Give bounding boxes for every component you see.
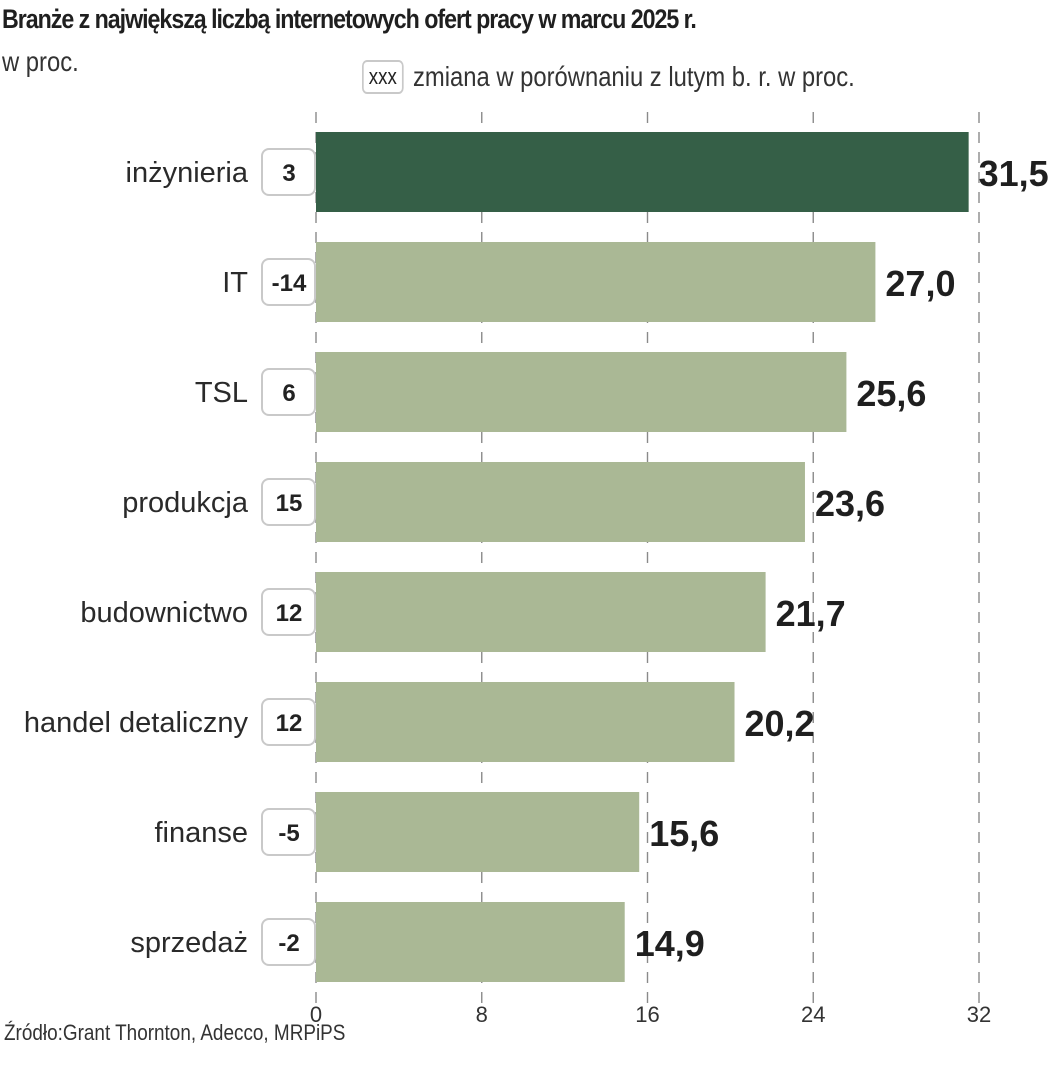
bar-0 [316, 132, 969, 212]
change-box [261, 478, 316, 526]
change-value: -14 [272, 270, 307, 297]
change-value: 12 [276, 710, 303, 737]
value-label: 31,5 [979, 153, 1049, 194]
category-label: sprzedaż [130, 927, 248, 959]
value-label: 21,7 [776, 593, 846, 634]
bar-2 [316, 352, 847, 432]
category-label: IT [222, 267, 248, 299]
change-box [261, 918, 316, 966]
change-value: -5 [278, 820, 299, 847]
chart-subtitle: w proc. [2, 46, 79, 77]
x-tick-label: 32 [967, 1002, 991, 1027]
value-label: 15,6 [649, 813, 719, 854]
change-box [261, 368, 316, 416]
change-value: -2 [278, 930, 299, 957]
change-value: 3 [282, 160, 295, 187]
change-box [261, 148, 316, 196]
value-label: 14,9 [635, 923, 705, 964]
x-axis: 0 8 16 24 32 [310, 1002, 991, 1027]
category-label: inżynieria [126, 157, 249, 189]
bar-1 [316, 242, 876, 322]
bar-7 [316, 902, 625, 982]
chart-title: Branże z największą liczbą internetowych… [2, 4, 697, 34]
change-box [261, 258, 316, 306]
bars [316, 132, 969, 982]
value-label: 20,2 [745, 703, 815, 744]
x-tick-label: 24 [801, 1002, 825, 1027]
x-tick-label: 0 [310, 1002, 322, 1027]
source-note: Źródło:Grant Thornton, Adecco, MRPiPS [4, 1020, 346, 1045]
change-value: 6 [282, 380, 295, 407]
change-box [261, 808, 316, 856]
bar-4 [316, 572, 766, 652]
legend-change-box: xxx [362, 60, 404, 94]
change-box [261, 588, 316, 636]
change-box [261, 698, 316, 746]
category-label: produkcja [122, 487, 249, 519]
legend: xxx zmiana w porównaniu z lutym b. r. w … [362, 60, 933, 94]
bar-3 [316, 462, 805, 542]
category-label: handel detaliczny [24, 707, 249, 739]
category-label: finanse [154, 817, 248, 849]
legend-text: zmiana w porównaniu z lutym b. r. w proc… [413, 61, 855, 92]
bar-6 [316, 792, 640, 872]
x-tick-label: 8 [476, 1002, 488, 1027]
value-label: 23,6 [815, 483, 885, 524]
change-value: 12 [276, 600, 303, 627]
labels: inżynieria 3 31,5 IT -14 27,0 TSL 6 25,6 produkcj… [24, 148, 1049, 966]
category-label: TSL [195, 377, 248, 409]
value-label: 25,6 [856, 373, 926, 414]
category-label: budownictwo [80, 597, 248, 629]
bar-5 [316, 682, 735, 762]
value-label: 27,0 [885, 263, 955, 304]
x-tick-label: 16 [635, 1002, 659, 1027]
change-value: 15 [276, 490, 303, 517]
